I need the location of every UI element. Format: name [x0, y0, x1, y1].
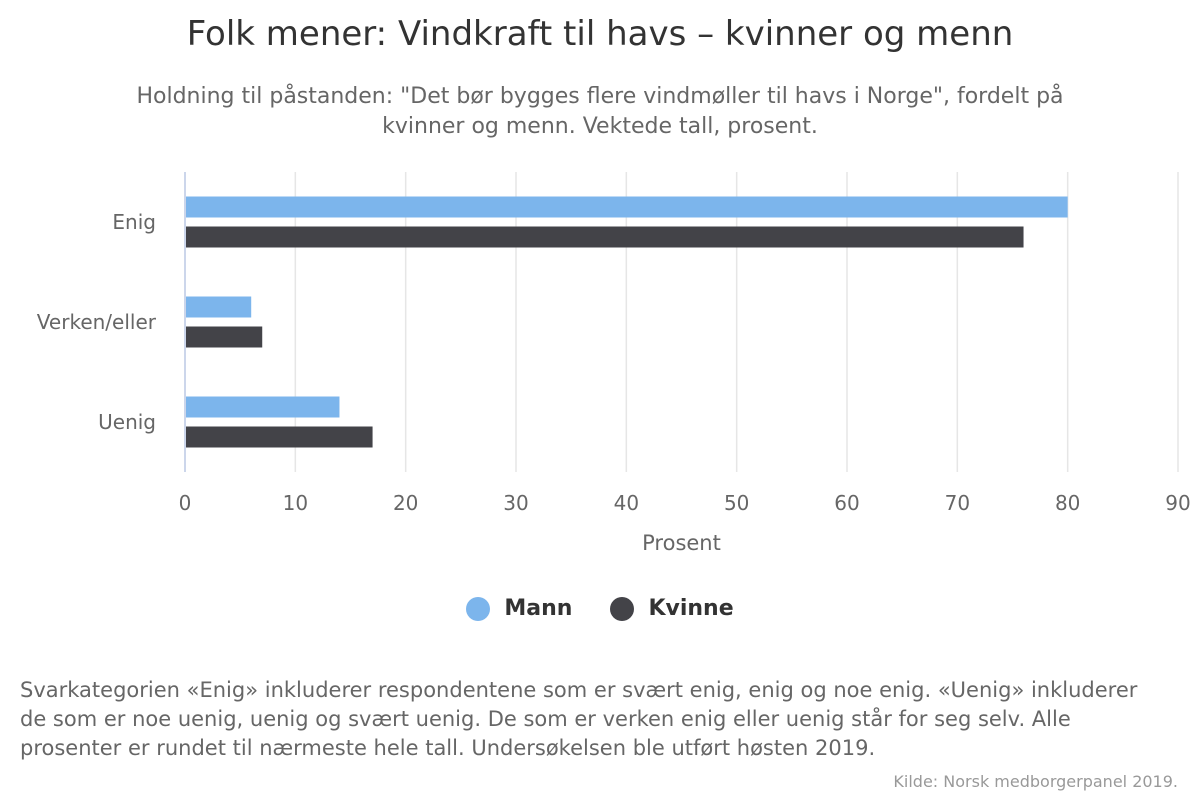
bar-mann-0[interactable] — [185, 196, 1068, 218]
x-tick-label-20: 20 — [393, 491, 418, 515]
legend-marker-kvinne — [610, 596, 635, 621]
legend: Mann Kvinne — [0, 596, 1200, 621]
bar-chart: Enig Verken/eller Uenig 0 10 20 30 40 50 60 70 80 9… — [37, 172, 1191, 555]
legend-marker-mann — [466, 596, 491, 621]
legend-label-mann: Mann — [504, 596, 573, 621]
bar-mann-1[interactable] — [185, 296, 252, 318]
category-label-2: Uenig — [98, 410, 156, 434]
category-label-1: Verken/eller — [37, 310, 157, 334]
bars — [185, 196, 1068, 448]
chart-subtitle: Holdning til påstanden: "Det bør bygges … — [136, 84, 1064, 139]
x-tick-label-50: 50 — [724, 491, 749, 515]
chart-caption: Svarkategorien «Enig» inkluderer respond… — [20, 678, 1138, 760]
x-tick-label-0: 0 — [179, 491, 192, 515]
x-axis-title: Prosent — [642, 531, 721, 555]
bar-kvinne-0[interactable] — [185, 226, 1024, 248]
x-tick-label-80: 80 — [1055, 491, 1080, 515]
bar-mann-2[interactable] — [185, 396, 340, 418]
chart-credits[interactable]: Kilde: Norsk medborgerpanel 2019. — [893, 772, 1178, 791]
chart-title: Folk mener: Vindkraft til havs – kvinner… — [186, 14, 1014, 54]
legend-item-mann[interactable]: Mann — [466, 596, 572, 621]
x-tick-label-70: 70 — [945, 491, 970, 515]
category-labels: Enig Verken/eller Uenig — [37, 210, 157, 434]
category-label-0: Enig — [112, 210, 156, 234]
x-tick-label-40: 40 — [614, 491, 639, 515]
x-tick-label-30: 30 — [503, 491, 528, 515]
bar-kvinne-1[interactable] — [185, 326, 263, 348]
legend-label-kvinne: Kvinne — [648, 596, 734, 621]
x-tick-label-10: 10 — [283, 491, 308, 515]
bar-kvinne-2[interactable] — [185, 426, 373, 448]
grid-lines — [184, 172, 1179, 472]
legend-item-kvinne[interactable]: Kvinne — [610, 596, 734, 621]
x-tick-labels: 0 10 20 30 40 50 60 70 80 90 — [179, 491, 1191, 515]
x-tick-label-60: 60 — [834, 491, 859, 515]
x-tick-label-90: 90 — [1165, 491, 1190, 515]
